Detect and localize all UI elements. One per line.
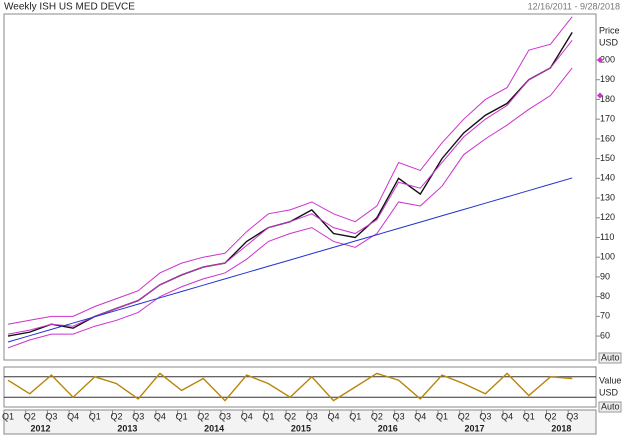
x-tick-label: Q4 <box>501 411 513 421</box>
x-tick-label: Q4 <box>154 411 166 421</box>
x-tick-label: Q3 <box>45 411 57 421</box>
y-label: Price <box>599 25 620 35</box>
series-line <box>7 177 573 343</box>
y-tick-label: 120 <box>600 212 615 222</box>
price-marker <box>597 57 603 64</box>
x-tick-label: Q4 <box>327 411 339 421</box>
x-tick-label: Q2 <box>197 411 209 421</box>
y-label: USD <box>599 387 619 397</box>
year-label: 2012 <box>31 423 51 433</box>
y-tick-label: 130 <box>600 192 615 202</box>
y-tick-label: 100 <box>600 252 615 262</box>
year-label: 2014 <box>204 423 224 433</box>
x-tick-label: Q4 <box>67 411 79 421</box>
x-tick-label: Q3 <box>566 411 578 421</box>
year-label: 2018 <box>551 423 571 433</box>
y-label: USD <box>599 37 619 47</box>
x-tick-label: Q4 <box>414 411 426 421</box>
series-line <box>7 16 573 325</box>
x-tick-label: Q2 <box>544 411 556 421</box>
x-tick-label: Q1 <box>176 411 188 421</box>
x-tick-label: Q2 <box>371 411 383 421</box>
x-tick-label: Q1 <box>262 411 274 421</box>
year-label: 2015 <box>291 423 311 433</box>
y-tick-label: 70 <box>600 311 610 321</box>
y-tick-label: 200 <box>600 54 615 64</box>
y-tick-label: 60 <box>600 330 610 340</box>
x-tick-label: Q2 <box>458 411 470 421</box>
y-tick-label: 110 <box>600 232 614 242</box>
auto-label[interactable]: Auto <box>601 352 620 362</box>
x-axis-band <box>3 409 597 435</box>
date-range: 12/16/2011 - 9/28/2018 <box>528 1 620 11</box>
y-tick-label: 80 <box>600 291 610 301</box>
x-tick-label: Q1 <box>349 411 361 421</box>
x-tick-label: Q2 <box>110 411 122 421</box>
y-tick-label: 140 <box>600 173 615 183</box>
x-tick-label: Q1 <box>2 411 14 421</box>
x-tick-label: Q4 <box>241 411 253 421</box>
auto-button[interactable] <box>598 401 622 413</box>
x-tick-label: Q1 <box>523 411 535 421</box>
price-marker <box>597 92 603 99</box>
x-tick-label: Q3 <box>219 411 231 421</box>
year-label: 2017 <box>465 423 485 433</box>
series-line <box>7 372 573 402</box>
year-label: 2016 <box>378 423 398 433</box>
x-tick-label: Q3 <box>393 411 405 421</box>
y-tick-label: 90 <box>600 271 610 281</box>
oscillator-panel <box>3 366 597 408</box>
x-tick-label: Q3 <box>306 411 318 421</box>
chart-title: Weekly ISH US MED DEVCE <box>4 2 135 13</box>
y-tick-label: 160 <box>600 133 615 143</box>
x-tick-label: Q1 <box>89 411 101 421</box>
year-label: 2013 <box>117 423 137 433</box>
x-tick-label: Q1 <box>436 411 448 421</box>
price-panel <box>3 13 597 361</box>
y-tick-label: 180 <box>600 94 615 104</box>
x-tick-label: Q2 <box>284 411 296 421</box>
y-label: Value <box>599 375 621 385</box>
x-tick-label: Q3 <box>132 411 144 421</box>
y-tick-label: 150 <box>600 153 615 163</box>
x-tick-label: Q3 <box>479 411 491 421</box>
x-tick-label: Q2 <box>24 411 36 421</box>
auto-button[interactable] <box>598 352 622 364</box>
auto-label[interactable]: Auto <box>601 401 620 411</box>
series-line <box>7 39 573 335</box>
y-tick-label: 170 <box>600 114 615 124</box>
y-tick-label: 190 <box>600 74 615 84</box>
series-line <box>7 67 573 349</box>
